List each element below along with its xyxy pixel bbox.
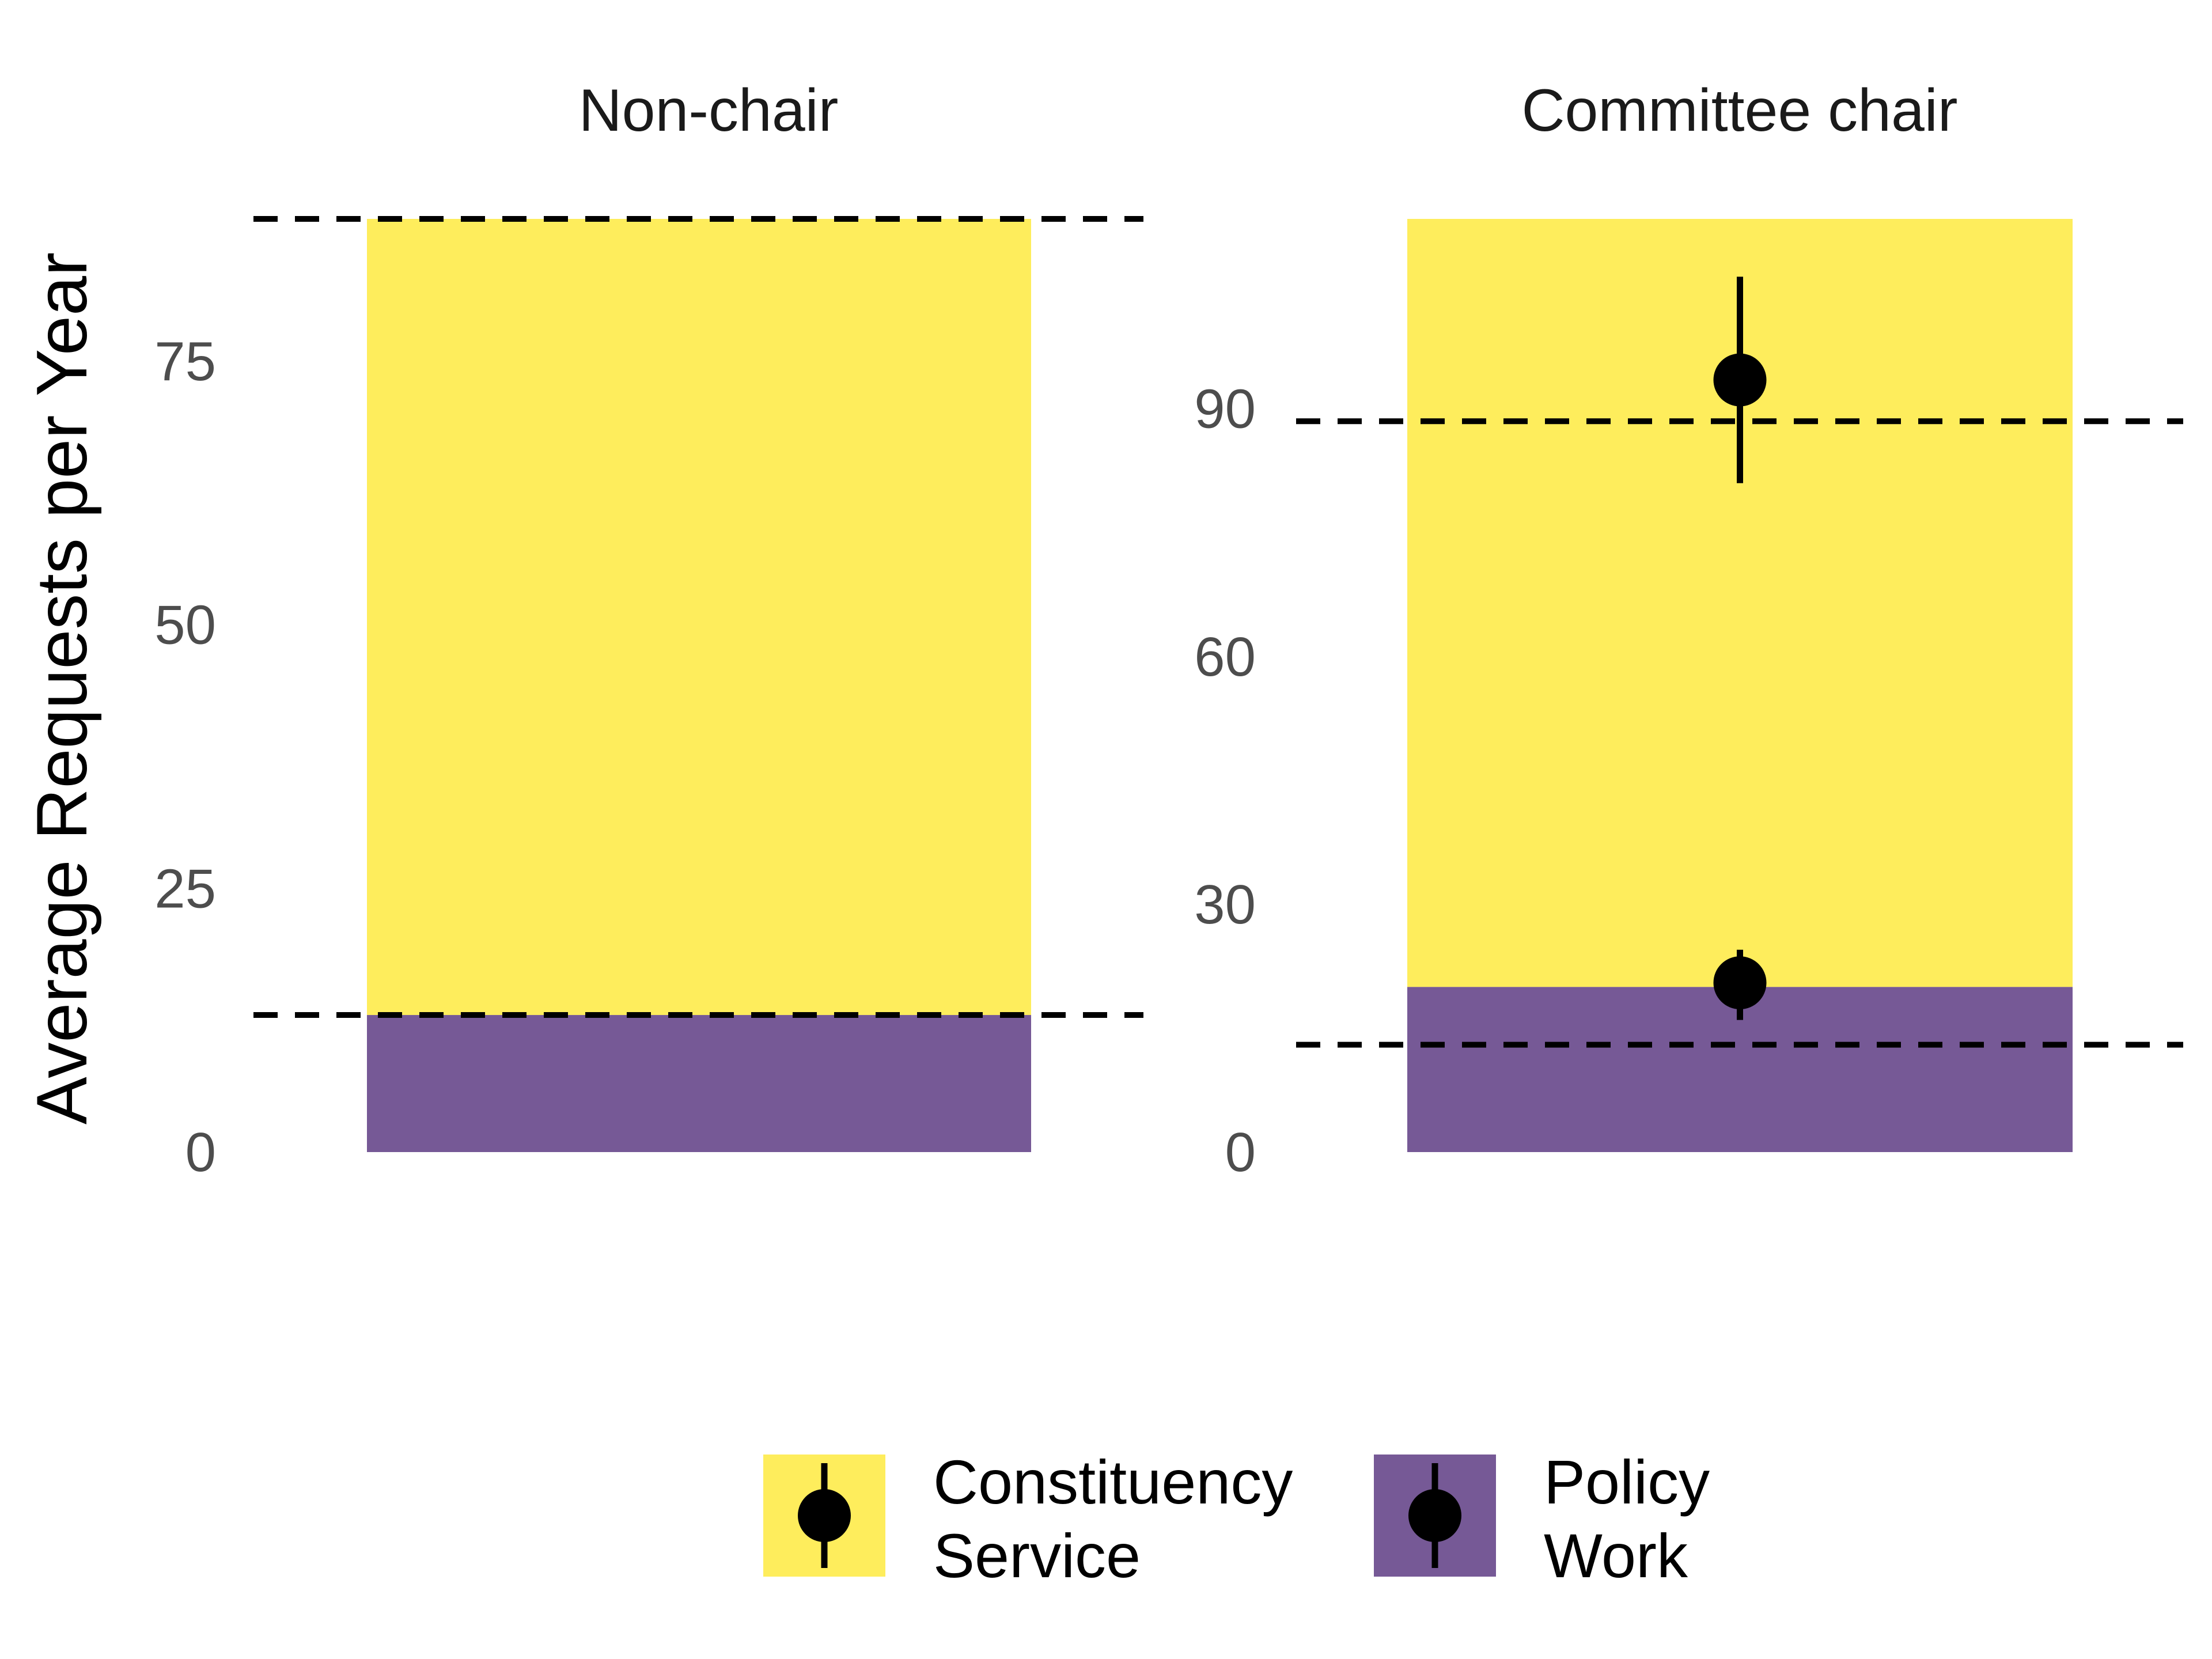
y-tick-label: 30 (1194, 874, 1256, 935)
y-tick-label: 75 (154, 331, 216, 392)
panel-title: Committee chair (1521, 77, 1957, 144)
legend-item-constituency: Constituency Service (763, 1447, 1310, 1590)
y-tick-label: 0 (185, 1122, 216, 1183)
legend-point (798, 1489, 851, 1542)
legend-label: Policy Work (1544, 1447, 1727, 1590)
bar-segment-policy (367, 1015, 1031, 1152)
y-tick-label: 90 (1194, 378, 1256, 440)
y-tick-label: 0 (1225, 1122, 1256, 1183)
legend-point (1408, 1489, 1461, 1542)
y-tick-label: 25 (154, 858, 216, 919)
y-tick-label: 50 (154, 594, 216, 656)
point-estimate-policy (1713, 956, 1767, 1010)
point-estimate-constituency (1713, 353, 1767, 407)
legend: Constituency Service Policy Work (763, 1447, 1727, 1590)
panel-title: Non-chair (579, 77, 839, 144)
panel-non-chair: Non-chair 0 25 50 75 (154, 77, 1143, 1183)
bar-segment-constituency (367, 219, 1031, 1016)
legend-label: Constituency Service (933, 1447, 1310, 1590)
legend-item-policy: Policy Work (1374, 1447, 1727, 1590)
y-axis-title: Average Requests per Year (22, 252, 102, 1124)
panel-committee-chair: Committee chair 0 30 60 90 (1194, 77, 2183, 1183)
y-tick-label: 60 (1194, 626, 1256, 688)
